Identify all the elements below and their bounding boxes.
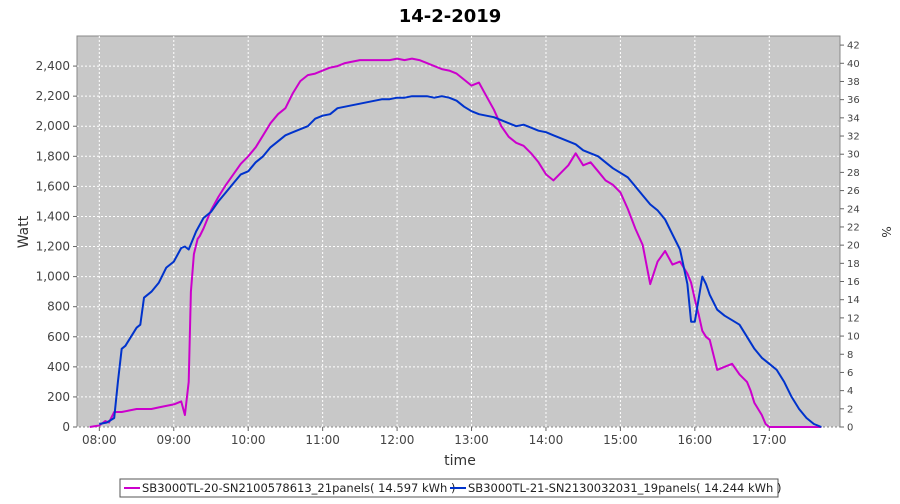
legend: SB3000TL-20-SN2100578613_21panels( 14.59… — [119, 478, 781, 498]
x-axis-label: time — [444, 453, 476, 469]
y2-tick-label: 0 — [847, 423, 853, 434]
y2-tick-label: 30 — [847, 150, 860, 161]
x-tick-label: 09:00 — [156, 433, 191, 447]
y-tick-label: 400 — [47, 360, 70, 374]
y-tick-label: 2,400 — [36, 59, 70, 73]
x-tick-label: 13:00 — [454, 433, 489, 447]
y2-tick-label: 20 — [847, 241, 860, 252]
y2-tick-label: 8 — [847, 350, 853, 361]
y-tick-label: 1,600 — [36, 179, 70, 193]
x-tick-label: 16:00 — [678, 433, 713, 447]
x-tick-label: 17:00 — [752, 433, 787, 447]
legend-box — [119, 478, 779, 498]
y2-tick-label: 2 — [847, 404, 853, 415]
y2-tick-label: 42 — [847, 41, 860, 52]
x-tick-label: 14:00 — [529, 433, 564, 447]
series-line-2 — [99, 95, 822, 428]
series-line-1 — [89, 57, 822, 428]
y-tick-label: 0 — [62, 420, 70, 434]
y-axis-left: 0 200 400 600 800 1,000 1,200 1,400 1,600 1,800 2,… — [36, 59, 77, 434]
y2-axis-label: % — [879, 226, 893, 237]
y-tick-label: 2,200 — [36, 89, 70, 103]
y-tick-label: 600 — [47, 330, 70, 344]
y2-tick-label: 26 — [847, 186, 860, 197]
y2-tick-label: 14 — [847, 295, 860, 306]
x-tick-label: 10:00 — [231, 433, 266, 447]
grid-lines — [77, 36, 840, 428]
y-tick-label: 1,800 — [36, 149, 70, 163]
y2-tick-label: 24 — [847, 204, 860, 215]
y2-tick-label: 38 — [847, 77, 860, 88]
y2-tick-label: 32 — [847, 132, 860, 143]
y-tick-label: 800 — [47, 300, 70, 314]
x-tick-label: 15:00 — [603, 433, 638, 447]
y-tick-label: 2,000 — [36, 119, 70, 133]
y2-tick-label: 4 — [847, 386, 853, 397]
x-tick-label: 11:00 — [305, 433, 340, 447]
y-axis-label: Watt — [16, 215, 32, 248]
y-tick-label: 1,400 — [36, 209, 70, 223]
legend-label-series-1: SB3000TL-20-SN2100578613_21panels( 14.59… — [142, 481, 455, 495]
y-tick-label: 1,200 — [36, 240, 70, 254]
y2-tick-label: 40 — [847, 59, 860, 70]
y2-tick-label: 28 — [847, 168, 860, 179]
y2-tick-label: 18 — [847, 259, 860, 270]
y2-tick-label: 12 — [847, 313, 860, 324]
y2-tick-label: 34 — [847, 113, 860, 124]
y2-tick-label: 16 — [847, 277, 860, 288]
legend-label-series-2: SB3000TL-21-SN2130032031_19panels( 14.24… — [468, 481, 781, 495]
y2-tick-label: 36 — [847, 95, 860, 106]
y-tick-label: 1,000 — [36, 270, 70, 284]
y-tick-label: 200 — [47, 390, 70, 404]
x-tick-label: 08:00 — [82, 433, 117, 447]
x-tick-label: 12:00 — [380, 433, 415, 447]
y2-tick-label: 22 — [847, 222, 860, 233]
y2-tick-label: 6 — [847, 368, 853, 379]
chart-title: 14-2-2019 — [399, 6, 502, 27]
x-axis: 08:00 09:00 10:00 11:00 12:00 13:00 14:00 15:00… — [82, 427, 787, 447]
y2-tick-label: 10 — [847, 332, 860, 343]
plot-area — [76, 35, 841, 428]
series-lines — [89, 57, 822, 428]
